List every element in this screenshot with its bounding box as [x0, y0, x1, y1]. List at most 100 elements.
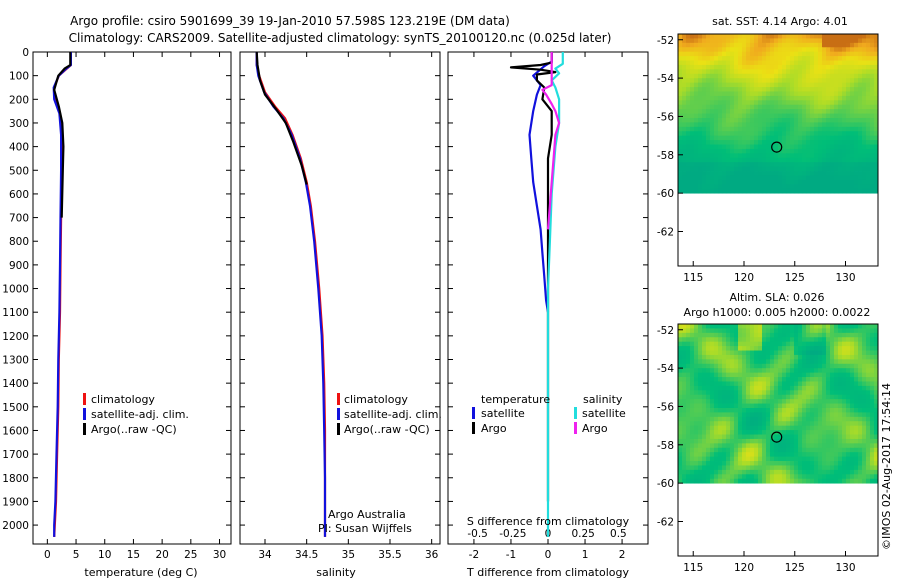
heatmap-cell: [682, 60, 687, 66]
heatmap-cell: [730, 434, 735, 440]
heatmap-cell: [690, 332, 695, 338]
heatmap-cell: [806, 171, 811, 176]
heatmap-cell: [786, 171, 791, 176]
heatmap-cell: [830, 69, 835, 75]
heatmap-cell: [846, 175, 851, 181]
heatmap-cell: [822, 60, 827, 66]
heatmap-cell: [870, 407, 875, 413]
heatmap-cell: [754, 341, 759, 347]
heatmap-cell: [870, 377, 875, 382]
heatmap-cell: [774, 188, 779, 194]
heatmap-cell: [810, 87, 815, 92]
heatmap-cell: [818, 69, 823, 75]
heatmap-cell: [714, 456, 719, 462]
heatmap-cell: [850, 461, 855, 466]
heatmap-cell: [790, 69, 795, 75]
heatmap-cell: [822, 131, 827, 137]
heatmap-cell: [678, 447, 683, 453]
heatmap-cell: [858, 385, 863, 391]
heatmap-cell: [834, 407, 839, 413]
heatmap-cell: [694, 425, 699, 431]
heatmap-cell: [726, 385, 731, 391]
heatmap-cell: [794, 341, 799, 347]
heatmap-cell: [858, 377, 863, 382]
heatmap-cell: [838, 56, 843, 61]
heatmap-cell: [790, 407, 795, 413]
heatmap-cell: [870, 403, 875, 409]
heatmap-cell: [810, 91, 815, 97]
heatmap-cell: [814, 162, 819, 168]
heatmap-cell: [794, 56, 799, 61]
heatmap-cell: [842, 363, 847, 369]
heatmap-cell: [782, 64, 787, 70]
heatmap-cell: [866, 64, 871, 70]
heatmap-cell: [818, 337, 823, 343]
heatmap-cell: [862, 368, 867, 374]
heatmap-cell: [718, 377, 723, 382]
heatmap-cell: [694, 109, 699, 114]
heatmap-cell: [818, 346, 823, 351]
heatmap-cell: [786, 109, 791, 114]
heatmap-cell: [830, 372, 835, 378]
heatmap-cell: [746, 126, 751, 132]
heatmap-cell: [770, 350, 775, 356]
heatmap-cell: [826, 135, 831, 141]
heatmap-cell: [838, 140, 843, 145]
heatmap-cell: [762, 78, 767, 84]
heatmap-cell: [814, 166, 819, 172]
heatmap-cell: [794, 153, 799, 159]
heatmap-cell: [706, 64, 711, 70]
heatmap-cell: [758, 407, 763, 413]
x-tick-label: 1: [582, 549, 589, 561]
heatmap-cell: [790, 162, 795, 168]
heatmap-cell: [782, 465, 787, 471]
heatmap-cell: [862, 91, 867, 97]
heatmap-cell: [738, 399, 743, 404]
heatmap-cell: [874, 430, 879, 435]
heatmap-cell: [814, 350, 819, 356]
heatmap-cell: [762, 425, 767, 431]
heatmap-cell: [842, 478, 847, 484]
heatmap-cell: [862, 346, 867, 351]
heatmap-cell: [690, 368, 695, 374]
heatmap-cell: [686, 359, 691, 365]
heatmap-cell: [754, 175, 759, 181]
heatmap-cell: [686, 354, 691, 360]
heatmap-cell: [850, 381, 855, 387]
heatmap-cell: [786, 425, 791, 431]
heatmap-cell: [830, 78, 835, 84]
heatmap-cell: [678, 377, 683, 382]
heatmap-cell: [862, 42, 867, 48]
heatmap-cell: [702, 363, 707, 369]
heatmap-cell: [786, 478, 791, 484]
heatmap-cell: [694, 394, 699, 400]
heatmap-cell: [822, 328, 827, 334]
heatmap-cell: [678, 179, 683, 185]
heatmap-cell: [846, 144, 851, 150]
heatmap-cell: [746, 34, 751, 39]
heatmap-cell: [682, 416, 687, 422]
heatmap-cell: [742, 184, 747, 190]
heatmap-cell: [794, 157, 799, 163]
difference-legend: temperature salinity satellite Argo sate…: [472, 393, 626, 435]
heatmap-cell: [722, 117, 727, 123]
heatmap-cell: [734, 153, 739, 159]
heatmap-cell: [718, 332, 723, 338]
heatmap-cell: [842, 346, 847, 351]
heatmap-cell: [714, 135, 719, 141]
heatmap-cell: [770, 385, 775, 391]
heatmap-cell: [738, 153, 743, 159]
heatmap-cell: [870, 443, 875, 449]
heatmap-cell: [806, 434, 811, 440]
heatmap-cell: [802, 64, 807, 70]
heatmap-cell: [694, 113, 699, 119]
heatmap-cell: [794, 456, 799, 462]
heatmap-cell: [802, 390, 807, 396]
heatmap-cell: [802, 403, 807, 409]
heatmap-cell: [694, 184, 699, 190]
heatmap-cell: [866, 56, 871, 61]
heatmap-cell: [746, 78, 751, 84]
heatmap-cell: [706, 469, 711, 475]
heatmap-cell: [798, 328, 803, 334]
heatmap-cell: [682, 148, 687, 154]
